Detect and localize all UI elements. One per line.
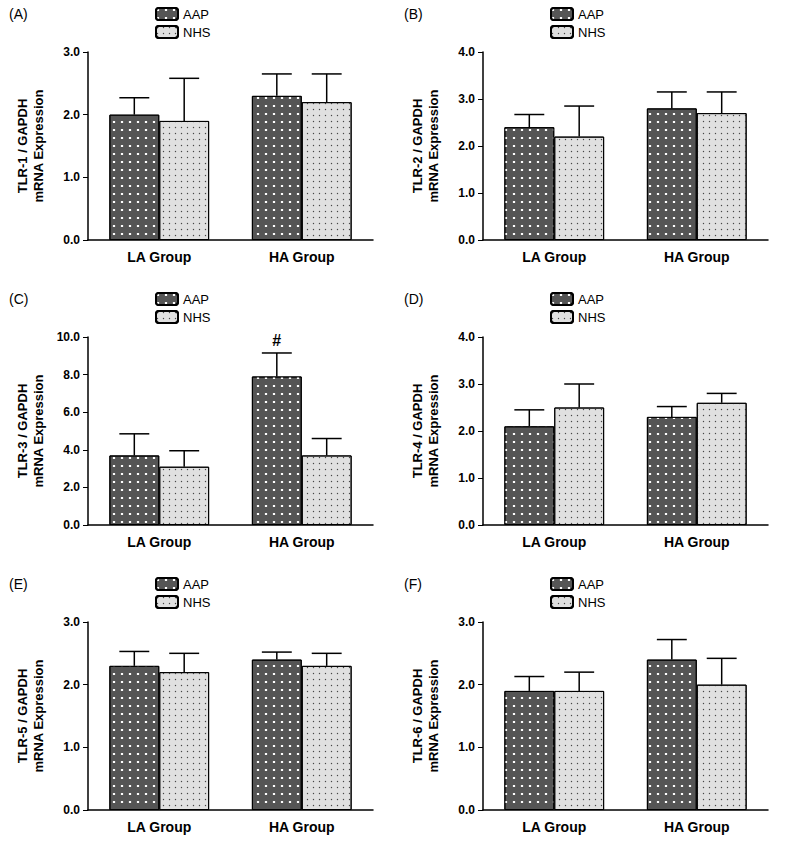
svg-text:HA Group: HA Group [664, 534, 730, 550]
svg-text:2.0: 2.0 [458, 424, 475, 438]
svg-text:LA Group: LA Group [127, 819, 191, 835]
svg-text:TLR-6 / GAPDH: TLR-6 / GAPDH [410, 669, 425, 764]
svg-text:1.0: 1.0 [63, 170, 80, 184]
svg-text:NHS: NHS [578, 25, 606, 40]
svg-text:1.0: 1.0 [458, 740, 475, 754]
svg-text:4.0: 4.0 [458, 45, 475, 59]
svg-text:(C): (C) [9, 291, 28, 307]
svg-text:(A): (A) [9, 6, 28, 22]
svg-text:10.0: 10.0 [57, 330, 81, 344]
svg-text:mRNA Expression: mRNA Expression [31, 374, 46, 487]
svg-text:LA Group: LA Group [127, 249, 191, 265]
svg-text:LA Group: LA Group [127, 534, 191, 550]
svg-text:0.0: 0.0 [63, 803, 80, 817]
svg-text:(B): (B) [404, 6, 423, 22]
svg-text:4.0: 4.0 [458, 330, 475, 344]
svg-text:mRNA Expression: mRNA Expression [426, 89, 441, 202]
svg-text:0.0: 0.0 [458, 518, 475, 532]
svg-text:NHS: NHS [578, 310, 606, 325]
svg-text:(D): (D) [404, 291, 423, 307]
svg-text:mRNA Expression: mRNA Expression [426, 659, 441, 772]
svg-text:AAP: AAP [183, 292, 209, 307]
svg-text:AAP: AAP [183, 7, 209, 22]
svg-text:AAP: AAP [578, 7, 604, 22]
svg-text:0.0: 0.0 [63, 518, 80, 532]
svg-text:3.0: 3.0 [458, 615, 475, 629]
svg-text:3.0: 3.0 [63, 45, 80, 59]
svg-text:3.0: 3.0 [63, 615, 80, 629]
svg-text:mRNA Expression: mRNA Expression [31, 659, 46, 772]
svg-text:HA Group: HA Group [664, 819, 730, 835]
svg-text:2.0: 2.0 [458, 139, 475, 153]
svg-text:LA Group: LA Group [522, 819, 586, 835]
svg-text:2.0: 2.0 [63, 108, 80, 122]
svg-text:1.0: 1.0 [63, 740, 80, 754]
svg-text:LA Group: LA Group [522, 534, 586, 550]
svg-text:HA Group: HA Group [664, 249, 730, 265]
svg-text:NHS: NHS [183, 310, 211, 325]
svg-text:NHS: NHS [578, 595, 606, 610]
svg-text:2.0: 2.0 [63, 480, 80, 494]
svg-text:AAP: AAP [578, 577, 604, 592]
svg-text:0.0: 0.0 [458, 803, 475, 817]
svg-text:AAP: AAP [183, 577, 209, 592]
svg-text:#: # [272, 332, 281, 349]
svg-text:TLR-5 / GAPDH: TLR-5 / GAPDH [15, 669, 30, 764]
svg-text:TLR-2 / GAPDH: TLR-2 / GAPDH [410, 99, 425, 194]
svg-text:3.0: 3.0 [458, 92, 475, 106]
svg-text:3.0: 3.0 [458, 377, 475, 391]
svg-text:(E): (E) [9, 576, 28, 592]
svg-text:0.0: 0.0 [63, 233, 80, 247]
svg-text:2.0: 2.0 [458, 678, 475, 692]
svg-text:HA Group: HA Group [269, 249, 335, 265]
svg-text:2.0: 2.0 [63, 678, 80, 692]
svg-text:8.0: 8.0 [63, 368, 80, 382]
svg-text:HA Group: HA Group [269, 534, 335, 550]
svg-text:NHS: NHS [183, 25, 211, 40]
svg-text:1.0: 1.0 [458, 186, 475, 200]
svg-text:(F): (F) [404, 576, 422, 592]
svg-text:4.0: 4.0 [63, 443, 80, 457]
svg-text:NHS: NHS [183, 595, 211, 610]
svg-text:AAP: AAP [578, 292, 604, 307]
svg-text:6.0: 6.0 [63, 405, 80, 419]
svg-text:0.0: 0.0 [458, 233, 475, 247]
svg-text:TLR-3 / GAPDH: TLR-3 / GAPDH [15, 384, 30, 479]
svg-text:mRNA Expression: mRNA Expression [31, 89, 46, 202]
svg-text:1.0: 1.0 [458, 471, 475, 485]
svg-text:HA Group: HA Group [269, 819, 335, 835]
svg-text:TLR-4 / GAPDH: TLR-4 / GAPDH [410, 384, 425, 479]
svg-text:LA Group: LA Group [522, 249, 586, 265]
svg-text:TLR-1 / GAPDH: TLR-1 / GAPDH [15, 99, 30, 194]
svg-text:mRNA Expression: mRNA Expression [426, 374, 441, 487]
